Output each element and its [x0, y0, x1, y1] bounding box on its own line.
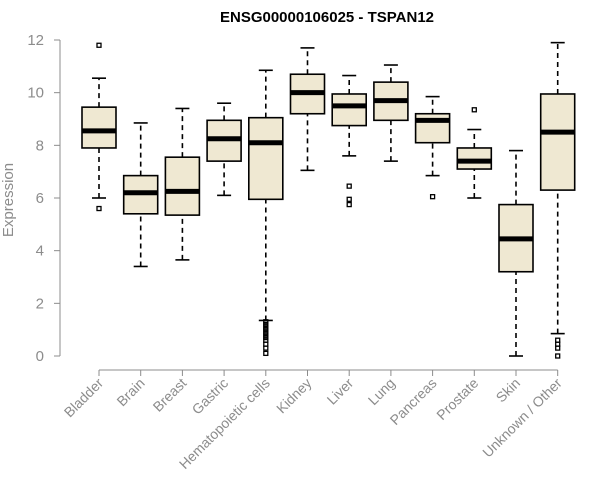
x-tick-label: Liver	[324, 375, 357, 408]
chart-title: ENSG00000106025 - TSPAN12	[220, 9, 434, 26]
outlier-point	[429, 194, 436, 200]
box-11	[498, 149, 534, 357]
outlier-point	[346, 201, 352, 208]
iqr-box	[81, 106, 117, 149]
x-tick-label: Unknown / Other	[479, 375, 565, 461]
y-axis-label: Expression	[0, 163, 17, 237]
y-tick-label: 0	[36, 348, 44, 365]
x-tick-label: Skin	[493, 375, 524, 406]
y-tick-label: 10	[27, 85, 44, 102]
iqr-box	[456, 147, 493, 170]
outlier-point	[263, 350, 269, 357]
outlier-point	[346, 196, 352, 202]
outlier-point	[471, 107, 477, 113]
iqr-box	[539, 93, 576, 191]
outlier-point	[96, 205, 102, 212]
box-5	[248, 69, 284, 357]
y-axis: 0 2 4 6 8 10 12	[27, 32, 61, 365]
box-12	[539, 41, 576, 359]
outlier-point	[263, 345, 269, 351]
box-8	[373, 64, 409, 162]
box-7	[331, 74, 368, 208]
iqr-box	[331, 93, 368, 127]
boxes-group	[81, 41, 576, 359]
box-9	[414, 95, 451, 200]
x-tick-label: Kidney	[273, 375, 315, 417]
box-2	[122, 122, 159, 268]
y-tick-label: 2	[36, 295, 44, 312]
iqr-box	[248, 116, 284, 201]
iqr-box	[164, 156, 201, 216]
box-1	[81, 42, 117, 212]
box-10	[456, 107, 493, 199]
box-6	[289, 47, 326, 172]
outlier-point	[555, 353, 561, 359]
x-tick-label: Breast	[150, 375, 190, 415]
y-tick-label: 8	[36, 137, 44, 154]
x-tick-label: Brain	[113, 375, 147, 409]
outlier-point	[555, 345, 561, 351]
y-tick-label: 12	[27, 32, 44, 49]
y-tick-label: 6	[36, 190, 44, 207]
box-3	[164, 107, 201, 261]
x-tick-label: Lung	[365, 375, 398, 408]
y-tick-label: 4	[36, 243, 44, 260]
x-tick-label: Bladder	[61, 375, 107, 421]
x-tick-label: Prostate	[433, 375, 481, 423]
outlier-point	[346, 183, 352, 189]
outlier-point	[96, 42, 102, 48]
box-4	[206, 102, 242, 197]
